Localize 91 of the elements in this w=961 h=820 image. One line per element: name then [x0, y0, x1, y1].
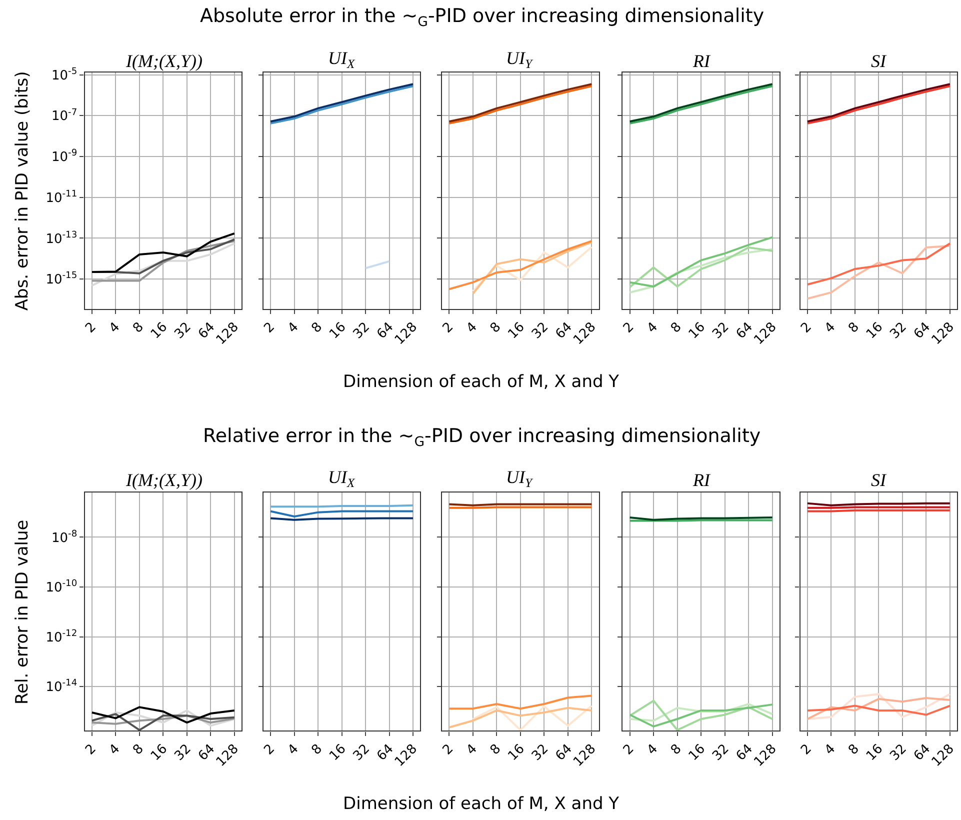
x-tick-label: 2	[262, 320, 278, 336]
x-tick-label: 2	[262, 742, 278, 758]
line-series	[90, 709, 236, 727]
x-tick-label: 128	[752, 320, 780, 348]
x-tick-label: 128	[929, 320, 958, 348]
text: Absolute error in the ∼$_{G}$-PID over increasing dimensionality	[200, 5, 764, 30]
line-series	[90, 714, 236, 725]
x-tick-label: 16	[148, 742, 171, 764]
x-tick-label: 8	[488, 320, 504, 336]
x-tick-label: 32	[529, 320, 552, 342]
y-tick-label: 10$^{-11}$	[46, 189, 78, 206]
x-tick-label: 32	[888, 742, 910, 764]
x-tick-label: 4	[822, 742, 839, 758]
x-tick-label: 4	[106, 742, 124, 758]
x-tick-label: 8	[488, 742, 504, 758]
y-tick-label: 10$^{-7}$	[52, 108, 78, 124]
x-tick-label: 32	[888, 320, 910, 342]
x-tick-label: 128	[392, 742, 420, 770]
x-tick-label: 16	[864, 320, 886, 342]
x-tick-label: 32	[350, 320, 373, 342]
chart-title: SI	[871, 470, 887, 490]
x-tick-label: 128	[214, 320, 242, 348]
x-tick-label: 16	[506, 320, 528, 342]
x-tick-label: 4	[285, 742, 302, 758]
x-tick-label: 16	[326, 742, 350, 764]
y-tick-label: 10$^{-9}$	[52, 148, 78, 166]
x-tick-label: 2	[798, 742, 815, 758]
x-tick-label: 4	[285, 320, 302, 336]
x-tick-label: 2	[620, 742, 638, 758]
x-tick-label: 8	[130, 742, 147, 758]
chart-title: UI$_{X}$	[328, 467, 356, 490]
chart-title: RI	[692, 470, 711, 490]
y-axis-title: Abs. error in PID value (bits)	[12, 71, 32, 311]
x-tick-label: 4	[644, 742, 661, 758]
x-tick-label: 4	[822, 320, 839, 336]
x-tick-label: 8	[668, 320, 685, 336]
x-tick-label: 4	[464, 320, 480, 336]
y-tick-label: 10$^{-10}$	[46, 579, 78, 596]
y-tick-label: 10$^{-15}$	[46, 271, 78, 288]
line-series	[90, 713, 236, 731]
line-series	[90, 706, 236, 724]
x-tick-label: 128	[929, 742, 958, 770]
text: Relative error in the ∼$_{G}$-PID over increasing dimensionality	[203, 425, 761, 450]
x-tick-label: 2	[440, 742, 457, 758]
x-tick-label: 32	[529, 742, 552, 764]
x-axis-title: Dimension of each of M, X and Y	[343, 794, 620, 814]
x-tick-label: 2	[440, 320, 457, 336]
x-tick-label: 8	[130, 320, 147, 336]
x-tick-label: 2	[82, 320, 100, 336]
y-tick-label: 10$^{-13}$	[46, 230, 78, 247]
chart-title: I(M;(X,Y))	[125, 470, 202, 490]
x-tick-label: 4	[106, 320, 124, 336]
x-tick-label: 128	[214, 742, 242, 770]
x-tick-label: 32	[710, 320, 732, 342]
x-axis-title: Dimension of each of M, X and Y	[343, 372, 620, 392]
x-tick-label: 16	[326, 320, 350, 342]
x-tick-label: 2	[82, 742, 100, 758]
x-tick-label: 32	[172, 742, 194, 764]
x-tick-label: 8	[309, 320, 326, 336]
y-tick-label: 10$^{-14}$	[46, 678, 78, 696]
x-tick-label: 8	[846, 742, 862, 758]
x-tick-label: 16	[686, 320, 708, 342]
x-tick-label: 16	[864, 742, 886, 764]
x-tick-label: 16	[148, 320, 171, 342]
y-tick-label: 10$^{-12}$	[46, 628, 78, 646]
x-tick-label: 8	[668, 742, 685, 758]
x-tick-label: 8	[846, 320, 862, 336]
y-axis-title: Rel. error in PID value	[12, 520, 32, 704]
x-tick-label: 16	[686, 742, 708, 764]
x-tick-label: 32	[172, 320, 194, 342]
chart-title: SI	[871, 51, 887, 71]
x-tick-label: 4	[644, 320, 661, 336]
chart-title: I(M;(X,Y))	[125, 51, 202, 71]
line-series	[90, 232, 236, 274]
chart-title: UI$_{Y}$	[506, 467, 534, 490]
x-tick-label: 2	[620, 320, 638, 336]
x-tick-label: 32	[350, 742, 373, 764]
chart-title: UI$_{X}$	[328, 48, 356, 71]
x-tick-label: 2	[798, 320, 815, 336]
x-tick-label: 4	[464, 742, 480, 758]
chart-title: RI	[692, 51, 711, 71]
y-tick-label: 10$^{-8}$	[52, 529, 78, 546]
x-tick-label: 128	[752, 742, 780, 770]
y-tick-label: 10$^{-5}$	[52, 66, 78, 84]
x-tick-label: 128	[392, 320, 420, 348]
chart-title: UI$_{Y}$	[506, 48, 534, 71]
x-tick-label: 128	[570, 742, 600, 770]
x-tick-label: 8	[309, 742, 326, 758]
x-tick-label: 128	[570, 320, 600, 348]
x-tick-label: 16	[506, 742, 528, 764]
x-tick-label: 32	[710, 742, 732, 764]
